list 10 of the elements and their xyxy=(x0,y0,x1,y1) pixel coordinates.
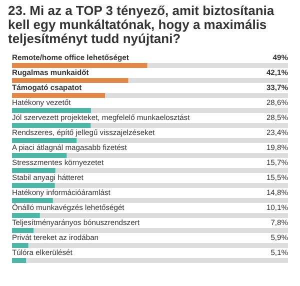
bar xyxy=(12,138,77,143)
bar xyxy=(12,183,55,188)
bar xyxy=(12,258,26,263)
bar xyxy=(12,243,28,248)
bar xyxy=(12,228,34,233)
bar xyxy=(12,168,56,173)
bar xyxy=(12,198,53,203)
bar xyxy=(12,213,40,218)
bar xyxy=(12,153,67,158)
chart-title: 23. Mi az a TOP 3 tényező, amit biztosítania kell egy munkáltatónak, hogy a maximális teljesítményt tudd nyújtani? xyxy=(8,3,276,46)
